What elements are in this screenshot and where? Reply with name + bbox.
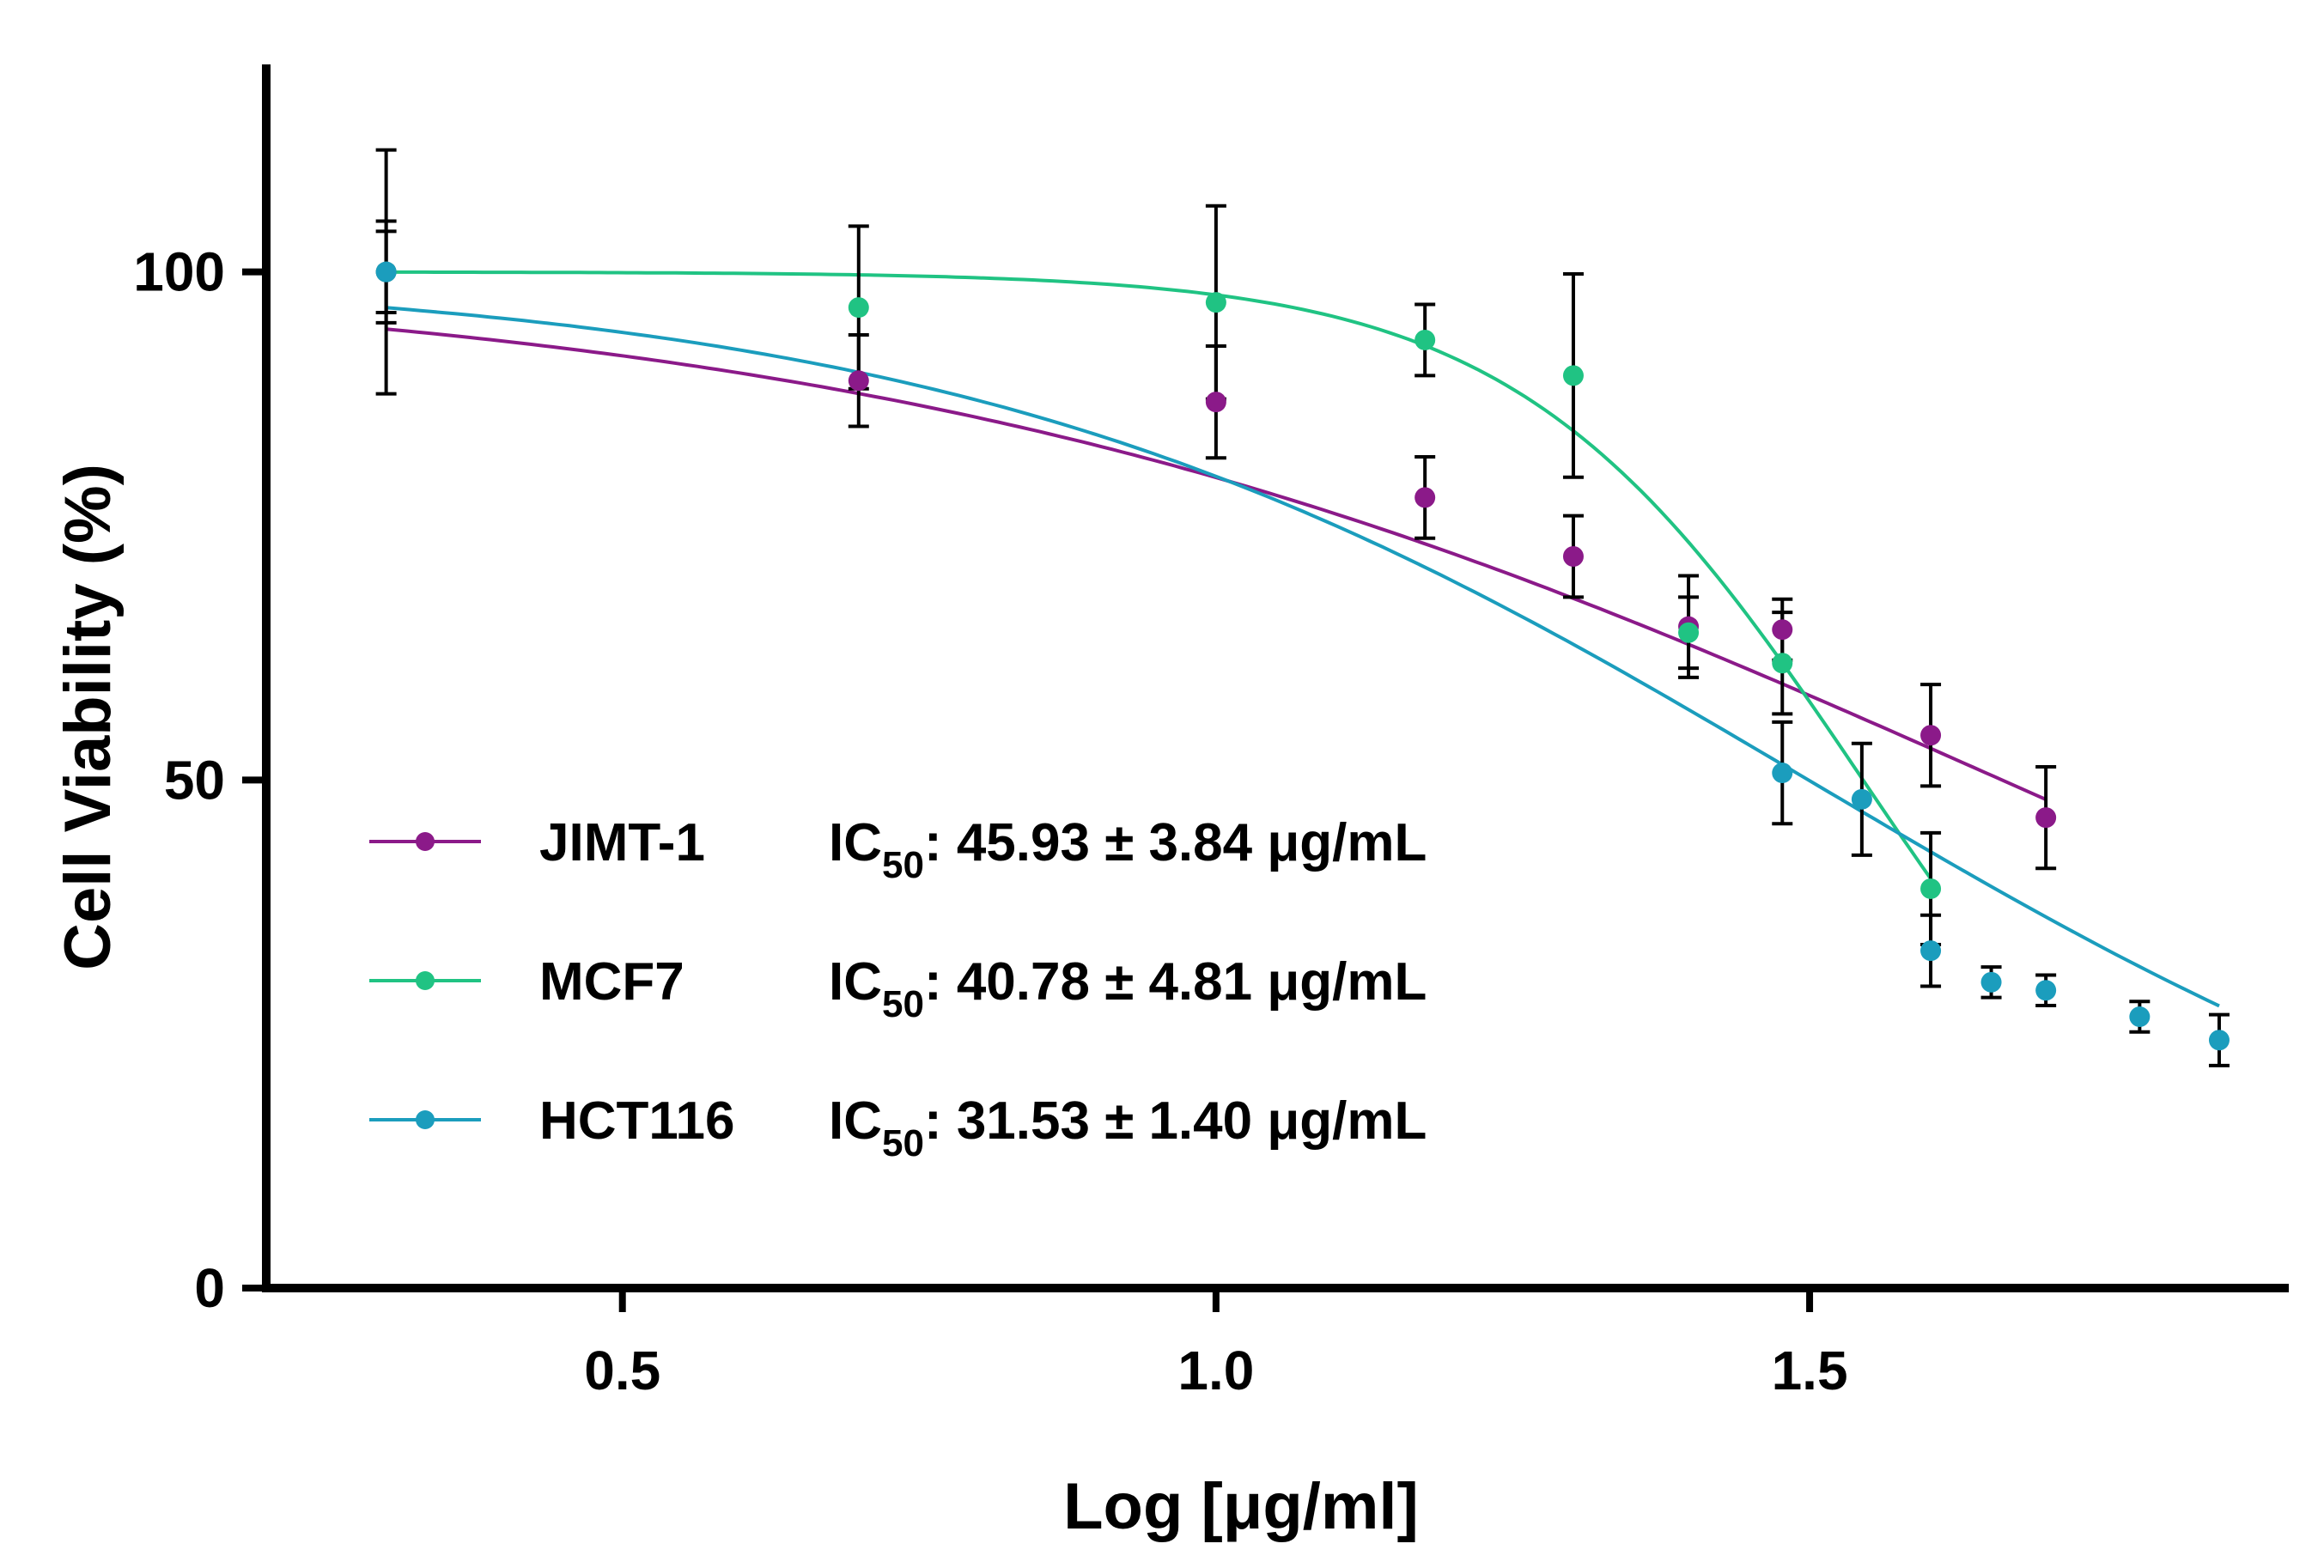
legend-series-name: JIMT-1: [539, 813, 705, 872]
y-ticks: 0 50 100: [133, 241, 266, 1319]
mcf7-data-point: [1920, 878, 1942, 899]
x-ticks: 0.5 1.0 1.5: [584, 1288, 1848, 1401]
error-bars: [375, 148, 2230, 1067]
hct116-data-point: [2129, 1006, 2151, 1028]
mcf7-data-point: [1414, 329, 1436, 350]
hct116-data-point: [1920, 940, 1942, 962]
fit-curves: [386, 270, 2220, 1008]
mcf7-data-point: [848, 297, 869, 319]
y-axis-title: Cell Viability (%): [52, 464, 125, 970]
x-tick-label: 0.5: [584, 1340, 660, 1401]
jimt-1-data-point: [2035, 807, 2057, 829]
legend-ic50: IC50: 40.78 ± 4.81 μg/mL: [829, 952, 1427, 1025]
hct116-data-point: [1980, 971, 2002, 993]
data-points: [375, 261, 2230, 1051]
legend-item-hct116: HCT116 IC50: 31.53 ± 1.40 μg/mL: [369, 1091, 1427, 1164]
legend-ic50: IC50: 31.53 ± 1.40 μg/mL: [829, 1091, 1427, 1164]
x-tick-label: 1.5: [1772, 1340, 1848, 1401]
legend-ic50: IC50: 45.93 ± 3.84 μg/mL: [829, 813, 1427, 886]
x-axis-title: Log [μg/ml]: [1063, 1470, 1419, 1543]
jimt-1-data-point: [1920, 725, 1942, 746]
mcf7-fit-curve: [386, 270, 1932, 880]
jimt-1-data-point: [1562, 546, 1584, 567]
legend-marker: [416, 1110, 435, 1129]
legend-marker: [416, 832, 435, 851]
jimt-1-data-point: [848, 370, 869, 392]
hct116-data-point: [2208, 1030, 2230, 1051]
y-tick-label: 100: [133, 241, 225, 303]
hct116-fit-curve: [386, 306, 2220, 1008]
mcf7-data-point: [1678, 622, 1700, 643]
hct116-data-point: [2035, 980, 2057, 1001]
legend-series-name: HCT116: [539, 1091, 734, 1151]
hct116-data-point: [1772, 763, 1793, 784]
hct116-data-point: [1851, 788, 1872, 810]
hct116-data-point: [375, 261, 397, 283]
legend-series-name: MCF7: [539, 952, 684, 1012]
legend-marker: [416, 971, 435, 990]
y-tick-label: 50: [164, 749, 225, 811]
legend-item-jimt-1: JIMT-1 IC50: 45.93 ± 3.84 μg/mL: [369, 813, 1427, 886]
y-tick-label: 0: [194, 1257, 225, 1319]
x-tick-label: 1.0: [1177, 1340, 1254, 1401]
mcf7-data-point: [1772, 653, 1793, 674]
jimt-1-data-point: [1414, 487, 1436, 508]
mcf7-data-point: [1562, 365, 1584, 386]
jimt-1-data-point: [1205, 392, 1226, 413]
mcf7-data-point: [1205, 292, 1226, 313]
legend: JIMT-1 IC50: 45.93 ± 3.84 μg/mL MCF7 IC50: …: [369, 813, 1427, 1164]
jimt-1-data-point: [1772, 619, 1793, 641]
legend-item-mcf7: MCF7 IC50: 40.78 ± 4.81 μg/mL: [369, 952, 1427, 1025]
